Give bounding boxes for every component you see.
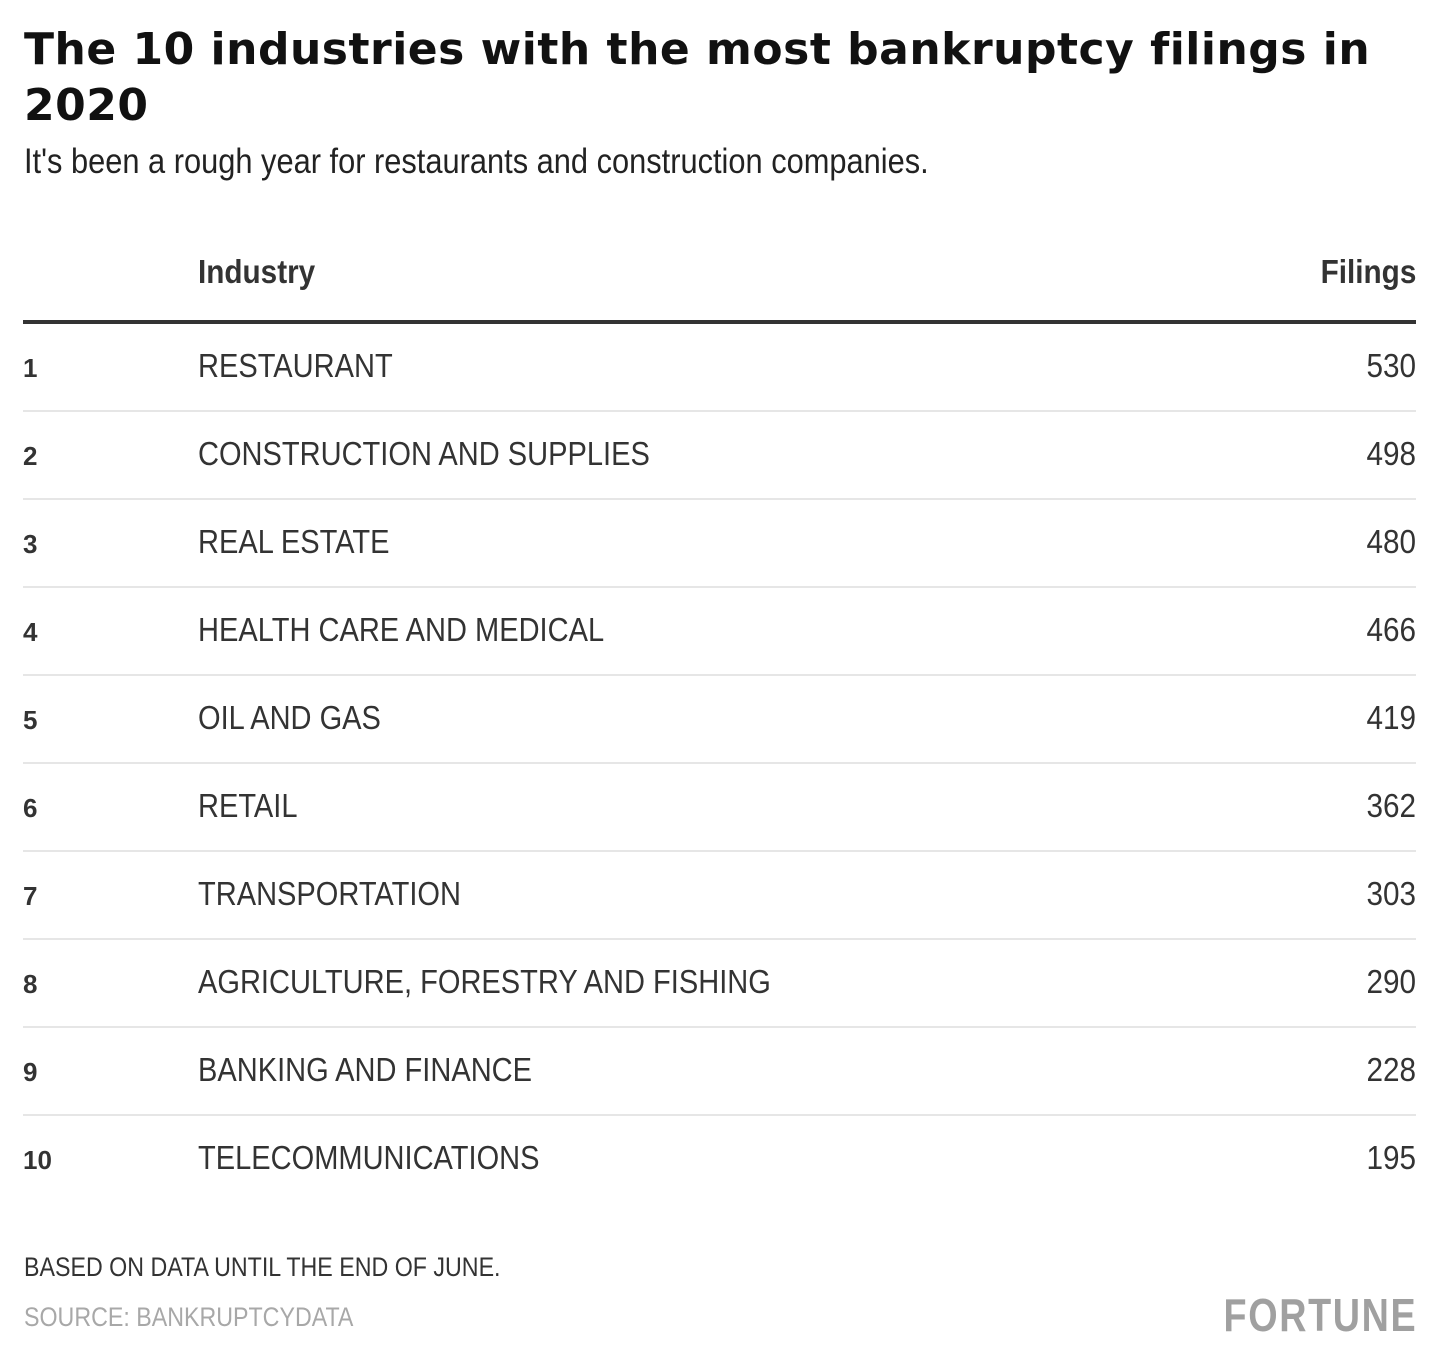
table-row: 3 REAL ESTATE 480 [23, 500, 1416, 588]
row-filings: 466 [1366, 611, 1416, 648]
bankruptcy-table: Industry Filings 1 RESTAURANT 530 2 CONSTRUC… [23, 238, 1416, 1202]
table-row: 4 HEALTH CARE AND MEDICAL 466 [23, 588, 1416, 676]
table-row: 5 OIL AND GAS 419 [23, 676, 1416, 764]
table-row: 7 TRANSPORTATION 303 [23, 852, 1416, 940]
table-row: 2 CONSTRUCTION AND SUPPLIES 498 [23, 412, 1416, 500]
row-filings: 195 [1366, 1139, 1416, 1176]
page-title: The 10 industries with the most bankrupt… [24, 24, 1371, 131]
row-industry: HEALTH CARE AND MEDICAL [198, 611, 605, 648]
table-row: 9 BANKING AND FINANCE 228 [23, 1028, 1416, 1116]
row-rank: 4 [23, 617, 38, 647]
row-filings: 290 [1366, 963, 1416, 1000]
table-header: Industry Filings [23, 238, 1416, 324]
row-filings: 480 [1366, 523, 1416, 560]
row-rank: 6 [23, 793, 38, 823]
table-body: 1 RESTAURANT 530 2 CONSTRUCTION AND SUPPLIES… [23, 324, 1416, 1202]
page-subtitle: It's been a rough year for restaurants a… [24, 142, 929, 181]
row-rank: 7 [23, 881, 38, 911]
row-industry: AGRICULTURE, FORESTRY AND FISHING [198, 963, 771, 1000]
row-rank: 3 [23, 529, 38, 559]
row-rank: 9 [23, 1057, 38, 1087]
row-filings: 419 [1366, 699, 1416, 736]
row-industry: BANKING AND FINANCE [198, 1051, 533, 1088]
row-industry: OIL AND GAS [198, 699, 381, 736]
row-industry: REAL ESTATE [198, 523, 390, 560]
table-row: 8 AGRICULTURE, FORESTRY AND FISHING 290 [23, 940, 1416, 1028]
row-industry: RETAIL [198, 787, 298, 824]
row-rank: 1 [23, 353, 38, 383]
fortune-logo: FORTUNE [1223, 1289, 1417, 1341]
row-rank: 8 [23, 969, 38, 999]
row-industry: TELECOMMUNICATIONS [198, 1139, 540, 1176]
row-industry: CONSTRUCTION AND SUPPLIES [198, 435, 650, 472]
row-filings: 303 [1366, 875, 1416, 912]
footnote: BASED ON DATA UNTIL THE END OF JUNE. [24, 1252, 501, 1282]
table-row: 10 TELECOMMUNICATIONS 195 [23, 1116, 1416, 1202]
row-industry: RESTAURANT [198, 347, 393, 384]
row-filings: 530 [1366, 347, 1416, 384]
column-header-industry: Industry [198, 253, 316, 290]
table-row: 6 RETAIL 362 [23, 764, 1416, 852]
row-filings: 228 [1366, 1051, 1416, 1088]
column-header-filings: Filings [1320, 253, 1416, 290]
row-rank: 5 [23, 705, 38, 735]
source-credit: SOURCE: BANKRUPTCYDATA [24, 1302, 354, 1332]
row-rank: 2 [23, 441, 38, 471]
row-filings: 362 [1366, 787, 1416, 824]
row-industry: TRANSPORTATION [198, 875, 461, 912]
table-row: 1 RESTAURANT 530 [23, 324, 1416, 412]
row-filings: 498 [1366, 435, 1416, 472]
row-rank: 10 [23, 1145, 52, 1175]
